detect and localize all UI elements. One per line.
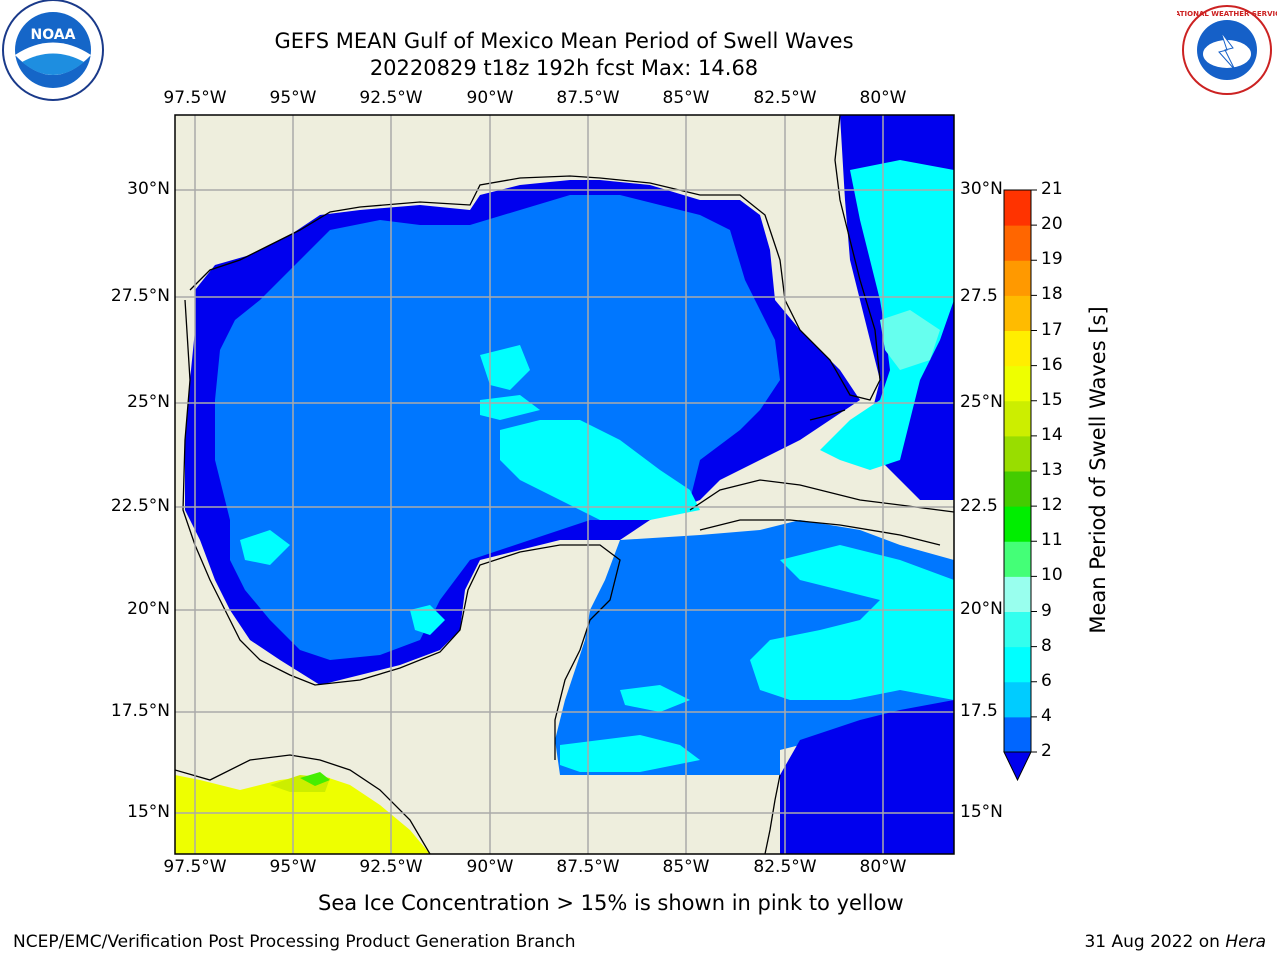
map-frame <box>174 114 955 855</box>
colorbar-segment <box>1004 541 1031 577</box>
map-subtitle: 20220829 t18z 192h fcst Max: 14.68 <box>369 56 759 80</box>
colorbar-tick-label: 6 <box>1041 670 1052 691</box>
colorbar-segment <box>1004 646 1031 683</box>
sea-ice-note: Sea Ice Concentration > 15% is shown in … <box>318 891 904 915</box>
atlantic-cyan-region <box>820 160 954 470</box>
colorbar-segment <box>1004 576 1031 612</box>
colorbar-tick-label: 2 <box>1041 741 1052 761</box>
colorbar-segment <box>1004 611 1031 648</box>
colorbar-tick-label: 12 <box>1041 495 1063 516</box>
colorbar-tick-label: 8 <box>1041 635 1052 656</box>
lat-label-left: 22.5°N <box>110 496 170 516</box>
gulf-swell-region <box>215 195 780 660</box>
colorbar-tick-label: 18 <box>1041 284 1063 305</box>
lon-label-bottom: 92.5°W <box>359 857 423 877</box>
noaa-logo: NOAA <box>2 0 104 101</box>
colorbar-tick-label: 20 <box>1041 214 1063 235</box>
colorbar-segment <box>1004 716 1031 753</box>
footer-credit: NCEP/EMC/Verification Post Processing Pr… <box>13 932 576 952</box>
lon-label-top: 87.5°W <box>556 88 620 108</box>
colorbar-extend-triangle <box>1003 751 1032 782</box>
colorbar-segment <box>1004 225 1031 261</box>
lat-label-left: 25°N <box>127 392 170 412</box>
colorbar-segment <box>1004 330 1031 367</box>
colorbar-segment <box>1004 365 1031 402</box>
nws-logo: NATIONAL WEATHER SERVICE <box>1177 5 1277 95</box>
pacific-yellow-region <box>175 775 430 854</box>
lon-label-top: 80°W <box>859 88 907 108</box>
colorbar <box>1003 189 1037 782</box>
colorbar-segment <box>1004 435 1031 472</box>
caribbean-cyan-region <box>750 545 954 700</box>
lon-label-bottom: 82.5°W <box>753 857 817 877</box>
lon-label-bottom: 85°W <box>662 857 710 877</box>
noaa-logo-text: NOAA <box>31 27 76 43</box>
lat-label-left: 30°N <box>127 179 170 199</box>
lat-label-right: 15°N <box>960 802 1003 822</box>
footer-host: Hera <box>1225 932 1266 952</box>
colorbar-tick-label: 15 <box>1041 389 1063 410</box>
colorbar-segment <box>1004 681 1031 718</box>
colorbar-label: Mean Period of Swell Waves [s] <box>1086 306 1110 634</box>
lat-label-right: 25°N <box>960 392 1003 412</box>
lon-label-top: 82.5°W <box>753 88 817 108</box>
colorbar-tick-label: 21 <box>1041 179 1063 199</box>
colorbar-segment <box>1004 506 1031 542</box>
lat-label-left: 27.5°N <box>110 286 170 306</box>
map-plot-area <box>175 115 954 854</box>
lon-label-top: 97.5°W <box>163 88 227 108</box>
coastlines <box>175 115 954 854</box>
colorbar-segment <box>1004 295 1031 331</box>
lon-label-bottom: 97.5°W <box>163 857 227 877</box>
lon-label-bottom: 90°W <box>466 857 514 877</box>
footer-date: 31 Aug 2022 on Hera <box>1084 932 1266 952</box>
colorbar-tick-label: 9 <box>1041 600 1052 621</box>
colorbar-tick-label: 13 <box>1041 460 1063 480</box>
colorbar-segment <box>1004 471 1031 507</box>
colorbar-tick-label: 19 <box>1041 249 1063 270</box>
lat-label-right: 30°N <box>960 179 1003 199</box>
colorbar-segment <box>1004 400 1031 437</box>
lat-label-left: 17.5°N <box>110 701 170 721</box>
colorbar-segment <box>1004 190 1031 226</box>
nws-logo-text: NATIONAL WEATHER SERVICE <box>1177 10 1277 18</box>
lon-label-top: 95°W <box>269 88 317 108</box>
colorbar-tick-label: 16 <box>1041 354 1063 375</box>
lon-label-top: 85°W <box>662 88 710 108</box>
lat-label-right: 20°N <box>960 599 1003 619</box>
lon-label-bottom: 87.5°W <box>556 857 620 877</box>
lat-label-right: 22.5 <box>960 496 998 516</box>
lat-label-right: 27.5 <box>960 286 998 306</box>
colorbar-tick-label: 4 <box>1041 705 1052 726</box>
lon-label-top: 90°W <box>466 88 514 108</box>
footer-date-text: 31 Aug 2022 on <box>1084 932 1226 952</box>
lat-label-right: 17.5 <box>960 701 998 721</box>
colorbar-segment <box>1004 260 1031 296</box>
colorbar-tick-label: 14 <box>1041 424 1063 445</box>
caribbean-deep-region <box>780 700 954 854</box>
lon-label-bottom: 95°W <box>269 857 317 877</box>
map-gridlines <box>175 115 954 854</box>
map-title: GEFS MEAN Gulf of Mexico Mean Period of … <box>274 29 854 53</box>
lat-label-left: 20°N <box>127 599 170 619</box>
colorbar-tick-label: 10 <box>1041 565 1063 586</box>
lon-label-top: 92.5°W <box>359 88 423 108</box>
colorbar-tick-label: 17 <box>1041 319 1063 340</box>
colorbar-tick-label: 11 <box>1041 530 1063 551</box>
lon-label-bottom: 80°W <box>859 857 907 877</box>
lat-label-left: 15°N <box>127 802 170 822</box>
